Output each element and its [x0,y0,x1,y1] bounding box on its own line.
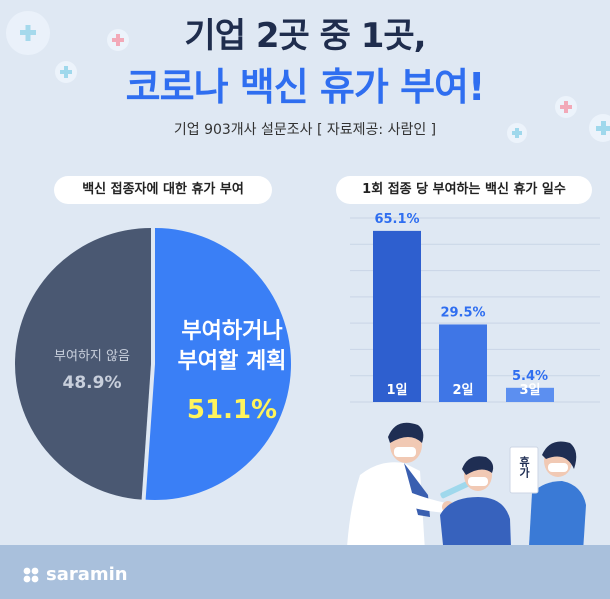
bar-value-label: 29.5% [440,305,485,320]
pie-value-granted: 51.1% [187,395,277,425]
pie-slice-not-granted [15,228,151,500]
bar-value-label: 65.1% [374,212,419,227]
bar-2 [439,324,487,402]
bar-chart-title: 1회 접종 당 부여하는 백신 휴가 일수 [336,176,592,204]
title-line1: 기업 2곳 중 1곳, [184,16,426,56]
plus-circle-icon [555,96,577,118]
plus-circle-icon [55,61,77,83]
pie-label-granted-line2: 부여할 계획 [178,349,287,374]
source-note: 기업 903개사 설문조사 [ 자료제공: 사람인 ] [173,122,437,138]
pie-label-not-granted: 부여하지 않음 [54,349,130,364]
brand-logo[interactable]: saramin [22,564,128,585]
saramin-logo-icon [23,567,39,582]
plus-circle-icon [107,29,129,51]
plus-circle-icon [6,11,50,55]
bar-category-label: 1일 [386,383,407,398]
bar-category-label: 3일 [519,383,540,398]
bar-category-label: 2일 [452,383,473,398]
vacation-sign: 휴가 [518,455,531,479]
bar-3 [506,387,554,402]
pie-slice-granted [145,228,292,500]
plus-circle-icon [507,123,527,143]
bar-value-label: 5.4% [512,369,548,384]
pie-value-not-granted: 48.9% [63,373,122,393]
title-line2: 코로나 백신 휴가 부여! [125,65,486,109]
footer-bar [0,545,610,599]
pie-label-granted-line1: 부여하거나 [181,319,282,344]
brand-logo-text: saramin [46,564,128,585]
pie-chart-title: 백신 접종자에 대한 휴가 부여 [54,176,272,204]
plus-circle-icon [589,114,610,142]
bar-1 [373,230,421,402]
bar-chart-bars: 65.1% 1일 29.5% 2일 5.4%3일 [373,212,554,402]
